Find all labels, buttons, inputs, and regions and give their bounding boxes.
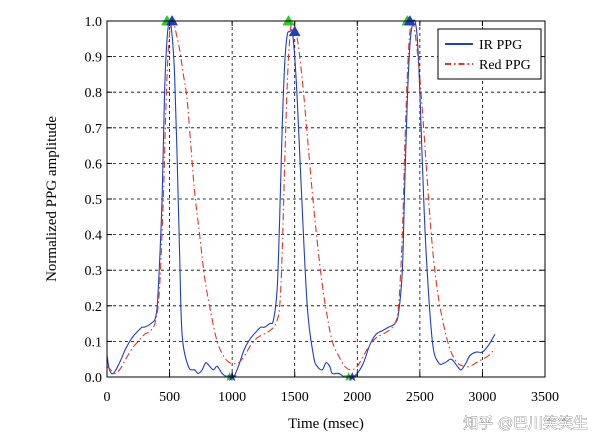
grid-lines (107, 21, 545, 377)
watermark-text: 知乎 @巴川笑笑生 (463, 414, 588, 432)
x-tick-label: 3500 (531, 390, 559, 405)
x-tick-label: 1000 (218, 390, 246, 405)
x-tick-label: 1500 (281, 390, 309, 405)
y-tick-label: 0.9 (85, 51, 103, 66)
x-tick-label: 2500 (406, 390, 434, 405)
y-tick-label: 0.7 (85, 122, 103, 137)
y-tick-label: 0.4 (85, 229, 103, 244)
y-tick-label: 0.6 (85, 157, 103, 172)
y-tick-label: 0.5 (85, 193, 103, 208)
axis-ticks: 0 500 1000 1500 2000 2500 3000 3500 0.0 0.1 0.2 0.3… (85, 15, 560, 405)
y-tick-label: 0.8 (85, 86, 103, 101)
x-tick-label: 2000 (343, 390, 371, 405)
legend-label-ir-ppg: IR PPG (479, 38, 522, 53)
blue-peak-triangle (403, 14, 416, 26)
x-tick-label: 3000 (468, 390, 496, 405)
x-axis-label: Time (msec) (288, 416, 364, 432)
x-tick-label: 500 (159, 390, 180, 405)
y-tick-label: 0.2 (85, 300, 103, 315)
y-tick-label: 1.0 (85, 15, 103, 30)
y-tick-label: 0.0 (85, 371, 103, 386)
green-peak-triangle (282, 14, 295, 26)
y-axis-label: Normalized PPG amplitude (44, 116, 60, 282)
peak-valley-markers (161, 14, 416, 382)
legend-box (437, 28, 542, 80)
legend-label-red-ppg: Red PPG (479, 58, 531, 73)
blue-peak-triangle (288, 25, 301, 37)
series-line-red-ppg (106, 19, 496, 374)
y-tick-label: 0.1 (85, 335, 103, 350)
y-tick-label: 0.3 (85, 264, 103, 279)
x-tick-label: 0 (104, 390, 111, 405)
legend: IR PPG Red PPG (437, 28, 542, 80)
